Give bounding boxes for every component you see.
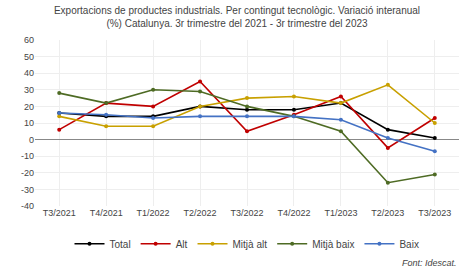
svg-text:Baix: Baix <box>399 239 418 250</box>
svg-text:T4/2021: T4/2021 <box>90 208 123 218</box>
svg-text:T1/2023: T1/2023 <box>324 208 357 218</box>
svg-text:T3/2022: T3/2022 <box>230 208 263 218</box>
svg-text:T1/2022: T1/2022 <box>137 208 170 218</box>
svg-text:Mitjà alt: Mitjà alt <box>233 239 268 250</box>
svg-text:Mitjà baix: Mitjà baix <box>312 239 354 250</box>
svg-text:Total: Total <box>110 239 131 250</box>
svg-text:T2/2023: T2/2023 <box>371 208 404 218</box>
svg-text:20: 20 <box>24 102 34 112</box>
svg-text:-30: -30 <box>21 185 34 195</box>
svg-text:T3/2021: T3/2021 <box>43 208 76 218</box>
svg-text:50: 50 <box>24 52 34 62</box>
svg-text:60: 60 <box>24 35 34 45</box>
svg-text:30: 30 <box>24 85 34 95</box>
svg-text:0: 0 <box>29 135 34 145</box>
svg-text:Font: Idescat.: Font: Idescat. <box>402 258 457 268</box>
svg-text:10: 10 <box>24 118 34 128</box>
svg-text:T2/2022: T2/2022 <box>184 208 217 218</box>
svg-text:Alt: Alt <box>176 239 188 250</box>
svg-text:Exportacions de productes indu: Exportacions de productes industrials. P… <box>54 5 420 29</box>
svg-text:40: 40 <box>24 68 34 78</box>
svg-text:-20: -20 <box>21 168 34 178</box>
svg-text:T4/2022: T4/2022 <box>277 208 310 218</box>
svg-text:-10: -10 <box>21 151 34 161</box>
svg-text:-40: -40 <box>21 201 34 211</box>
svg-text:T3/2023: T3/2023 <box>418 208 451 218</box>
